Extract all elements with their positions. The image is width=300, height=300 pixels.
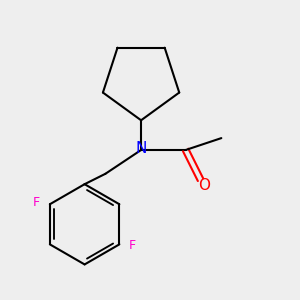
Text: F: F <box>129 239 136 252</box>
Text: O: O <box>198 178 210 193</box>
Text: N: N <box>136 141 147 156</box>
Text: F: F <box>33 196 40 209</box>
